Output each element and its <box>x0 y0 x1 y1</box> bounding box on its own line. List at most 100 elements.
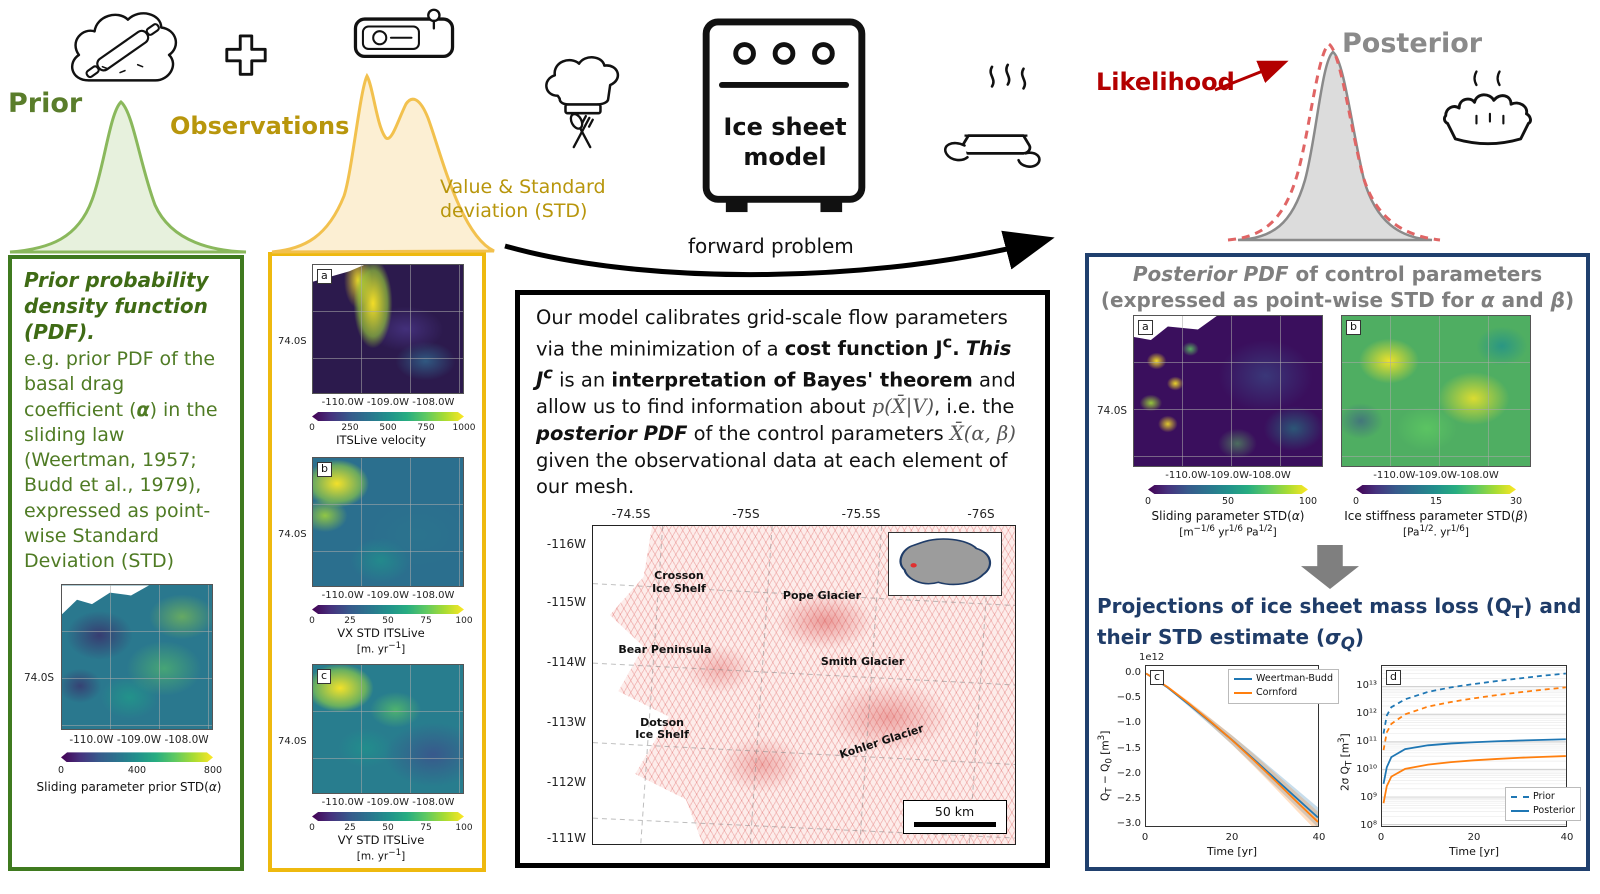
obs-colorbar-unit: [m. yr−1] <box>356 641 406 656</box>
panel-letter: b <box>1346 320 1361 335</box>
cb-tick: 75 <box>420 616 432 626</box>
y-tick: 10⁹ <box>1360 792 1377 803</box>
legend-label: Posterior <box>1533 804 1575 816</box>
posterior-colorbar-unit-beta: [Pa1/2. yr1/6] <box>1403 524 1469 539</box>
panel-letter: a <box>1138 320 1153 335</box>
canned-food-icon <box>353 8 455 59</box>
antarctica-outline <box>899 538 992 586</box>
map-top-tick: -76S <box>967 506 995 521</box>
glacier-label-bear: Bear Peninsula <box>618 642 712 656</box>
map-left-tick: -111W <box>546 830 586 845</box>
chart-std-projection: 2σ QT [m3] d 10¹³ 10¹² 10¹¹ 10¹⁰ 10⁹ 10⁸… <box>1337 651 1585 861</box>
obs-map-velocity: a <box>312 264 464 394</box>
prior-colorbar-ticks: 0 400 800 <box>58 765 222 777</box>
series-line <box>1382 738 1566 784</box>
cb-tick: 75 <box>420 823 432 833</box>
scale-bar-line <box>913 822 996 828</box>
graticule-grid <box>313 458 463 586</box>
study-area-dot <box>910 563 918 568</box>
chart-mass-loss: QT − Q0 [m3] 1e12 c 0.0 −0.5 −1.0 −1.5 −… <box>1093 651 1341 861</box>
likelihood-label: Likelihood <box>1096 68 1235 96</box>
cb-tick: 50 <box>1221 496 1235 507</box>
panel-letter: c <box>1150 670 1165 685</box>
mesh-map: Crosson Ice Shelf Pope Glacier Bear Penin… <box>592 524 1016 845</box>
legend-label: Prior <box>1533 790 1555 802</box>
map-left-tick: -113W <box>546 714 586 729</box>
glacier-label-pope: Pope Glacier <box>782 588 862 602</box>
uncertainty-band <box>1146 673 1318 826</box>
x-tick: 40 <box>1560 832 1574 843</box>
posterior-box: Posterior PDF of control parameters (expr… <box>1085 253 1590 871</box>
cb-tick: 100 <box>455 823 473 833</box>
series-line <box>1146 672 1318 823</box>
posterior-pdf-curve <box>1237 50 1433 242</box>
cb-tick: 0 <box>1352 496 1360 507</box>
chef-hat-icon <box>545 56 620 149</box>
posterior-colorbar-ticks-alpha: 0 50 100 <box>1145 496 1317 508</box>
cb-tick: 100 <box>1298 496 1318 507</box>
chart-c-legend: Weertman-Budd Cornford <box>1228 669 1339 704</box>
series-line <box>1382 672 1566 734</box>
cb-tick: 25 <box>344 616 356 626</box>
y-tick: −0.5 <box>1116 692 1141 703</box>
obs-colorbar-label: VX STD ITSLive <box>337 626 425 640</box>
obs-colorbar-ticks: 0 25 50 75 100 <box>309 823 472 835</box>
cb-tick: 25 <box>344 823 356 833</box>
oven-icon <box>702 18 866 213</box>
y-tick: 10¹³ <box>1356 680 1377 691</box>
value-std-label: Value & Standard deviation (STD) <box>440 176 606 222</box>
chart-d-xlabel: Time [yr] <box>1448 845 1500 858</box>
posterior-map-alpha: a <box>1133 315 1323 467</box>
y-tick: −2.5 <box>1116 793 1141 804</box>
posterior-colorbar-label-beta: Ice stiffness parameter STD(β) <box>1344 509 1528 523</box>
y-tick: −1.0 <box>1116 717 1141 728</box>
obs-map-vx-std: b <box>312 457 464 587</box>
posterior-map-beta: b <box>1341 315 1531 467</box>
prior-box-title: Prior probability density function (PDF)… <box>24 268 209 344</box>
map-ytick: 74.0S <box>278 529 307 540</box>
map-left-tick: -116W <box>546 536 586 551</box>
chart-d-plot-area <box>1381 665 1567 827</box>
map-top-tick: -75.5S <box>841 506 881 521</box>
panel-letter: b <box>317 462 332 477</box>
cb-tick: 400 <box>127 765 147 777</box>
model-description-box: Our model calibrates grid-scale flow par… <box>515 290 1050 868</box>
x-tick: 0 <box>1141 832 1149 843</box>
series-line <box>1382 755 1566 804</box>
obs-colorbar-ticks: 0 25 50 75 100 <box>309 616 472 628</box>
map-left-ticks: -116W -115W -114W -113W -112W -111W <box>536 525 586 845</box>
x-tick: 40 <box>1312 832 1326 843</box>
map-ytick: 74.0S <box>278 336 307 347</box>
antarctica-inset <box>888 532 1003 596</box>
map-ytick: 74.0S <box>1097 405 1128 417</box>
panel-letter: a <box>317 269 332 284</box>
y-tick: −2.0 <box>1116 768 1141 779</box>
obs-colorbar-label: VY STD ITSLive <box>337 833 425 847</box>
legend-label: Cornford <box>1256 687 1298 699</box>
observations-pdf-curve <box>271 72 495 254</box>
cb-tick: 50 <box>382 616 394 626</box>
chart-c-ylabel: QT − Q0 [m3] <box>1097 730 1115 801</box>
obs-colorbar-vy <box>312 812 464 821</box>
graticule-grid <box>313 265 463 393</box>
map-top-tick: -74.5S <box>611 506 651 521</box>
obs-panel-a: 74.0S a -110.0W -109.0W -108.0W 0 250 50… <box>278 264 476 449</box>
graticule-grid <box>313 665 463 793</box>
cb-tick: 250 <box>341 423 359 433</box>
cb-tick: 500 <box>379 423 397 433</box>
map-xticks: -110.0W -109.0W -108.0W <box>321 397 455 408</box>
oven-label: Ice sheet model <box>723 113 847 171</box>
posterior-colorbar-label-alpha: Sliding parameter STD(α) <box>1151 509 1305 523</box>
model-paragraph: Our model calibrates grid-scale flow par… <box>536 306 1016 499</box>
graticule-grid <box>62 585 212 730</box>
down-arrow-icon <box>1301 545 1359 589</box>
likelihood-pdf-curve <box>1227 42 1441 242</box>
observations-box: 74.0S a -110.0W -109.0W -108.0W 0 250 50… <box>268 252 486 872</box>
y-tick: 0.0 <box>1125 667 1141 678</box>
y-tick: 10¹⁰ <box>1356 764 1377 775</box>
scale-bar-label: 50 km <box>934 804 975 820</box>
prior-colorbar-label: Sliding parameter prior STD(α) <box>36 780 222 795</box>
serving-hands-icon <box>944 63 1041 168</box>
legend-line-posterior <box>1511 809 1529 812</box>
